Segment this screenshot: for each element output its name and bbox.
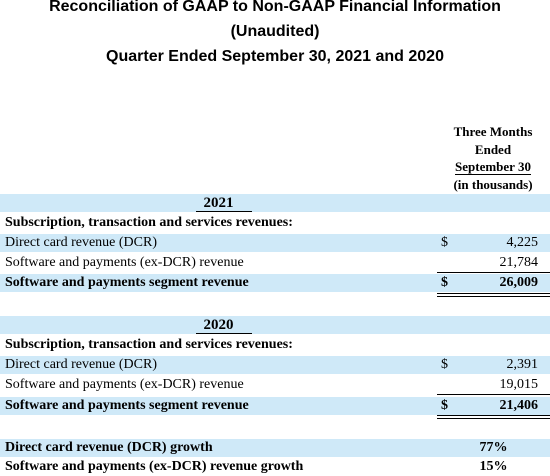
total-currency: $	[441, 398, 448, 413]
exdcr-growth-label: Software and payments (ex-DCR) revenue g…	[5, 459, 304, 474]
exdcr-label: Software and payments (ex-DCR) revenue	[5, 377, 244, 392]
total-double-rule	[437, 296, 550, 297]
dcr-growth-label: Direct card revenue (DCR) growth	[5, 440, 213, 455]
exdcr-row-2021: Software and payments (ex-DCR) revenue 2…	[0, 254, 550, 272]
exdcr-growth-value: 15%	[479, 459, 508, 474]
year-underline	[196, 333, 252, 334]
year-label: 2021	[203, 195, 234, 211]
dcr-value: 4,225	[506, 235, 539, 250]
subtotal-rule	[437, 272, 550, 273]
dcr-currency: $	[441, 235, 448, 250]
total-double-rule	[437, 415, 550, 416]
dcr-row-2020: Direct card revenue (DCR) $ 2,391	[0, 356, 550, 374]
total-row-2020: Software and payments segment revenue $ …	[0, 397, 550, 415]
exdcr-growth-row: Software and payments (ex-DCR) revenue g…	[0, 458, 550, 476]
dcr-growth-row: Direct card revenue (DCR) growth 77%	[0, 439, 550, 457]
total-double-rule	[437, 418, 550, 419]
total-row-2021: Software and payments segment revenue $ …	[0, 274, 550, 292]
exdcr-value: 19,015	[499, 377, 539, 392]
dcr-value: 2,391	[506, 357, 539, 372]
subtotal-rule	[437, 394, 550, 395]
total-currency: $	[441, 275, 448, 290]
year-row-2020: 2020	[0, 316, 550, 334]
total-label: Software and payments segment revenue	[5, 275, 249, 290]
year-underline	[196, 211, 252, 212]
year-row-2021: 2021	[0, 194, 550, 212]
year-label: 2020	[203, 317, 234, 333]
column-header-line1: Three Months	[453, 124, 533, 139]
total-value: 21,406	[499, 398, 539, 413]
section-heading-label: Subscription, transaction and services r…	[5, 215, 293, 230]
report-period: Quarter Ended September 30, 2021 and 202…	[106, 48, 444, 65]
column-header-line2: Ended	[474, 142, 512, 157]
section-heading-2020: Subscription, transaction and services r…	[0, 336, 550, 354]
report-subtitle: (Unaudited)	[230, 23, 320, 40]
exdcr-label: Software and payments (ex-DCR) revenue	[5, 255, 244, 270]
dcr-currency: $	[441, 357, 448, 372]
section-heading-label: Subscription, transaction and services r…	[5, 337, 293, 352]
dcr-label: Direct card revenue (DCR)	[5, 235, 157, 250]
dcr-label: Direct card revenue (DCR)	[5, 357, 157, 372]
total-value: 26,009	[499, 275, 539, 290]
dcr-growth-value: 77%	[479, 440, 508, 455]
exdcr-value: 21,784	[499, 255, 539, 270]
total-double-rule	[437, 293, 550, 294]
column-header-line3: September 30	[455, 159, 531, 175]
total-label: Software and payments segment revenue	[5, 398, 249, 413]
exdcr-row-2020: Software and payments (ex-DCR) revenue 1…	[0, 376, 550, 394]
report-title: Reconciliation of GAAP to Non-GAAP Finan…	[49, 0, 501, 15]
section-heading-2021: Subscription, transaction and services r…	[0, 214, 550, 232]
column-header-units: (in thousands)	[453, 177, 533, 192]
dcr-row-2021: Direct card revenue (DCR) $ 4,225	[0, 234, 550, 252]
